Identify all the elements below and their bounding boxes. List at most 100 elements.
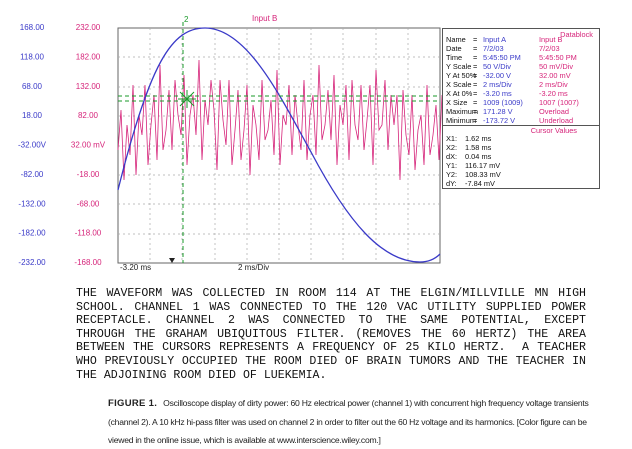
axis-a-label: -232.00 xyxy=(18,258,46,267)
axis-a-label: 18.00 xyxy=(22,111,43,120)
datablock-cell: Y At 50% xyxy=(446,71,477,80)
cursor-cell: 116.17 mV xyxy=(465,161,501,170)
datablock-cell: Date xyxy=(446,44,462,53)
datablock-cell: 5:45:50 PM xyxy=(539,53,577,62)
datablock-cell: = xyxy=(473,44,478,53)
cursor-marker xyxy=(178,90,196,108)
datablock-cell: = xyxy=(473,89,478,98)
axis-b-label: -68.00 xyxy=(77,199,100,208)
datablock-cell: 50 mV/Div xyxy=(539,62,574,71)
cursor-cell: 1.62 ms xyxy=(465,134,492,143)
datablock-cell: X Size xyxy=(446,98,468,107)
cursor-cell: Y2: xyxy=(446,170,458,179)
datablock-cell: = xyxy=(473,80,478,89)
cursor-row: X1: 1.62 ms xyxy=(443,134,599,143)
datablock-cell: = xyxy=(473,116,478,125)
datablock-cell: X At 0% xyxy=(446,89,473,98)
cursor-cell: Y1: xyxy=(446,161,458,170)
datablock-row: X At 0% = -3.20 ms -3.20 ms xyxy=(443,89,599,98)
datablock-cell: Name xyxy=(446,35,466,44)
caption: FIGURE 1. Oscilloscope display of dirty p… xyxy=(108,394,604,449)
note-line: WHO PREVIOUSLY OCCUPIED THE ROOM DIED OF… xyxy=(76,354,586,368)
note-line: THE ADJOINING ROOM DIED OF LUEKEMIA. xyxy=(76,368,327,382)
datablock-row: Name = Input A Input B xyxy=(443,35,599,44)
cursor-cell: 1.58 ms xyxy=(465,143,492,152)
datablock-row: X Size = 1009 (1009) 1007 (1007) xyxy=(443,98,599,107)
cursor-values: Cursor Values X1: 1.62 ms X2: 1.58 ms dX: 0.0… xyxy=(442,125,600,189)
axis-a-label: -132.00 xyxy=(18,199,46,208)
datablock-title: Datablock xyxy=(560,30,593,39)
cursor-row: Y1: 116.17 mV xyxy=(443,161,599,170)
note-line: SCHOOL. CHANNEL 1 WAS CONNECTED TO THE 1… xyxy=(76,300,586,314)
datablock-cell: 1009 (1009) xyxy=(483,98,523,107)
caption-text: Oscilloscope display of dirty power: 60 … xyxy=(108,398,589,445)
cursor-row: X2: 1.58 ms xyxy=(443,143,599,152)
x-start: -3.20 ms xyxy=(120,263,151,272)
datablock-cell: 5:45:50 PM xyxy=(483,53,521,62)
cursor-row: Y2: 108.33 mV xyxy=(443,170,599,179)
datablock-cell: Maximum xyxy=(446,107,479,116)
datablock: Datablock Name = Input A Input B Date = 7/2/03… xyxy=(442,28,600,126)
datablock-cell: Minimum xyxy=(446,116,476,125)
trace-input-a xyxy=(117,27,441,263)
axis-a-label: 168.00 xyxy=(20,23,45,32)
datablock-row: Maximum = 171.28 V Overload xyxy=(443,107,599,116)
cursor-cell: 0.04 ms xyxy=(465,152,492,161)
cursor-values-title: Cursor Values xyxy=(530,126,577,135)
trigger-marker xyxy=(169,258,175,263)
trace-input-b xyxy=(117,59,442,181)
cursor-cell: X1: xyxy=(446,134,458,143)
axis-a-label: -82.00 xyxy=(21,170,44,179)
datablock-cell: X Scale xyxy=(446,80,472,89)
cursor-row: dY: -7.84 mV xyxy=(443,179,599,188)
axis-b-label: 182.00 xyxy=(76,52,101,61)
datablock-row: X Scale = 2 ms/Div 2 ms/Div xyxy=(443,80,599,89)
datablock-cell: 2 ms/Div xyxy=(483,80,512,89)
datablock-cell: = xyxy=(473,35,478,44)
cursor-cell: -7.84 mV xyxy=(465,179,495,188)
cursor-cell: 108.33 mV xyxy=(465,170,501,179)
cursor-label: 2 xyxy=(184,15,189,24)
note-line: THE WAVEFORM WAS COLLECTED IN ROOM 114 A… xyxy=(76,287,586,300)
datablock-cell: -173.72 V xyxy=(483,116,516,125)
axis-b-label: -18.00 xyxy=(77,170,100,179)
datablock-cell: -3.20 ms xyxy=(483,89,512,98)
datablock-cell: = xyxy=(473,53,478,62)
axis-b-label: -168.00 xyxy=(74,258,102,267)
datablock-cell: Underload xyxy=(539,116,574,125)
datablock-cell: Time xyxy=(446,53,463,62)
axis-b-label: 132.00 xyxy=(76,82,101,91)
datablock-row: Minimum = -173.72 V Underload xyxy=(443,116,599,125)
caption-label: FIGURE 1. xyxy=(108,398,158,409)
datablock-cell: 32.00 mV xyxy=(539,71,571,80)
axis-b-label: 32.00 mV xyxy=(71,141,106,150)
datablock-cell: = xyxy=(473,107,478,116)
datablock-cell: 7/2/03 xyxy=(483,44,504,53)
axis-b-label: 232.00 xyxy=(76,23,101,32)
axis-a-label: -32.00V xyxy=(18,141,47,150)
axis-a-label: -182.00 xyxy=(18,229,46,238)
datablock-cell: 171.28 V xyxy=(483,107,513,116)
datablock-cell: = xyxy=(473,98,478,107)
datablock-cell: 2 ms/Div xyxy=(539,80,568,89)
datablock-cell: = xyxy=(473,62,478,71)
cursor-row: dX: 0.04 ms xyxy=(443,152,599,161)
cursor-cell: dY: xyxy=(446,179,457,188)
datablock-row: Date = 7/2/03 7/2/03 xyxy=(443,44,599,53)
plot-title: Input B xyxy=(252,14,277,23)
note: THE WAVEFORM WAS COLLECTED IN ROOM 114 A… xyxy=(76,287,586,382)
note-line: THROUGH THE GRAHAM UBIQUITOUS FILTER. (R… xyxy=(76,327,586,341)
datablock-cell: Y Scale xyxy=(446,62,472,71)
datablock-cell: Overload xyxy=(539,107,569,116)
datablock-cell: = xyxy=(473,71,478,80)
axis-b-label: -118.00 xyxy=(75,229,102,238)
datablock-row: Time = 5:45:50 PM 5:45:50 PM xyxy=(443,53,599,62)
axis-b-label: 82.00 xyxy=(78,111,99,120)
note-line: RECEPTACLE. CHANNEL 2 WAS CONNECTED TO T… xyxy=(76,314,586,328)
datablock-row: Y At 50% = -32.00 V 32.00 mV xyxy=(443,71,599,80)
datablock-cell: 1007 (1007) xyxy=(539,98,579,107)
cursor-cell: dX: xyxy=(446,152,458,161)
x-scale: 2 ms/Div xyxy=(238,263,269,272)
datablock-cell: Input B xyxy=(539,35,563,44)
